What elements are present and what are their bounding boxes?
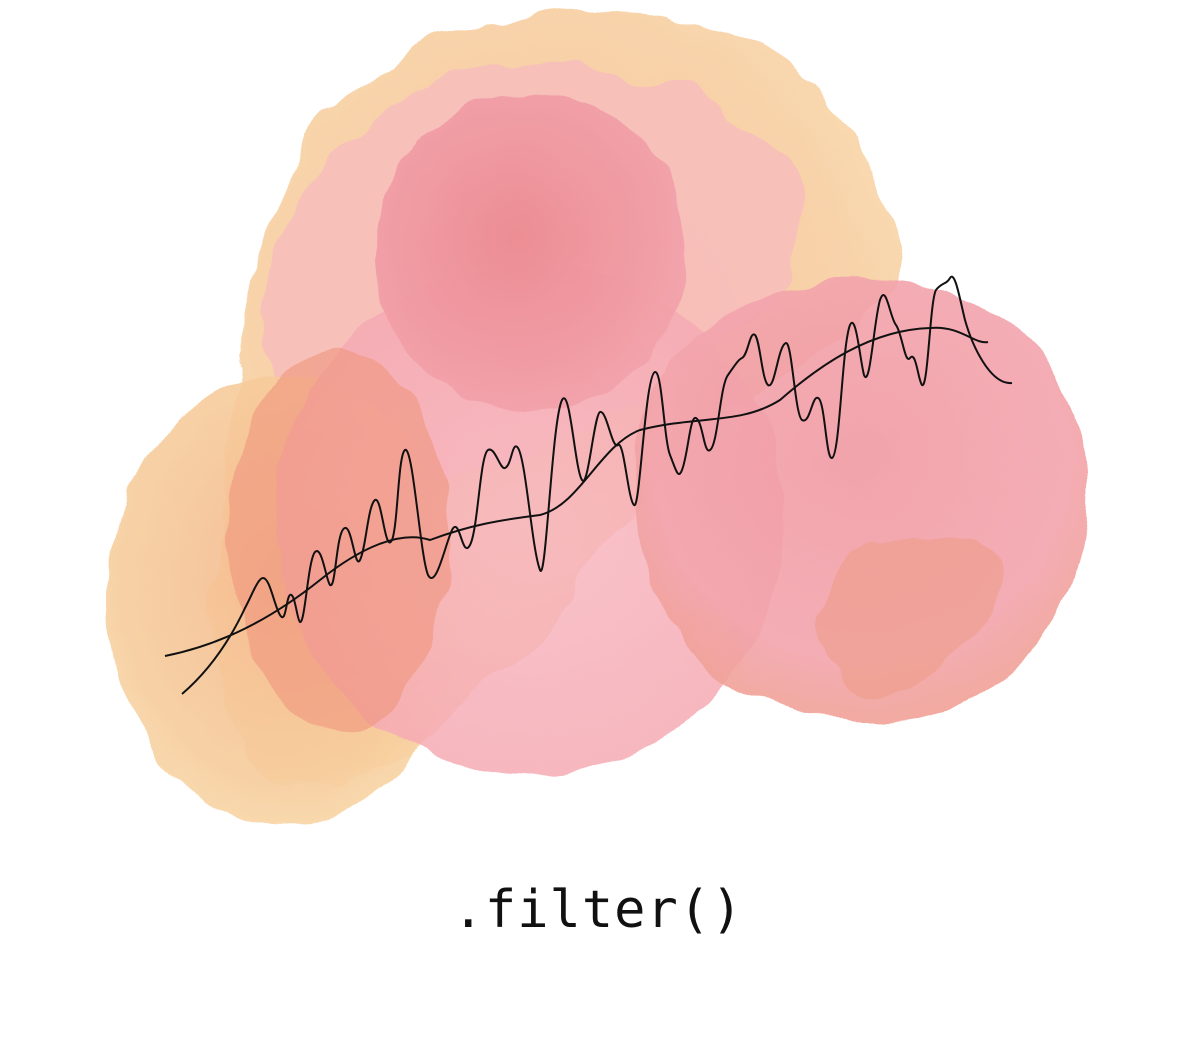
caption-title: .filter() bbox=[452, 880, 744, 940]
noisy-signal-line bbox=[181, 275, 1013, 695]
orange-splotch bbox=[821, 530, 1005, 689]
top-rose-circle bbox=[372, 94, 688, 410]
watercolor-illustration bbox=[107, 15, 1086, 825]
